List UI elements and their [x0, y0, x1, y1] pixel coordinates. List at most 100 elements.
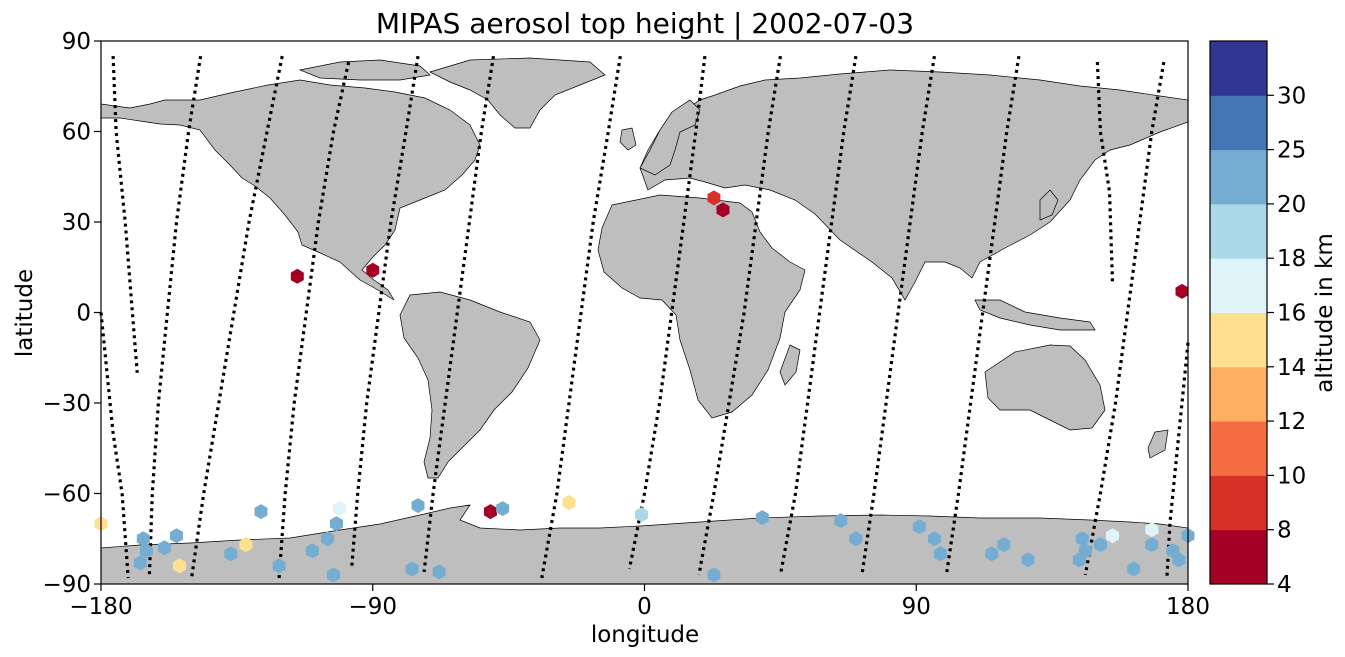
orbit-tracks — [99, 55, 1190, 579]
data-point — [157, 540, 171, 556]
orbit-track — [697, 55, 782, 576]
data-point — [1075, 531, 1089, 547]
colorbar-tick-label: 20 — [1277, 192, 1306, 218]
colorbar-label: altitude in km — [1312, 233, 1338, 393]
data-point — [333, 501, 346, 517]
x-tick-label: 0 — [637, 594, 652, 620]
data-point — [173, 558, 186, 574]
south-america — [399, 291, 541, 479]
data-point — [834, 513, 848, 529]
greenland — [429, 57, 606, 129]
data-point — [305, 543, 319, 559]
orbit-track — [350, 55, 420, 570]
x-tick-label: 180 — [1166, 594, 1210, 620]
colorbar-segment — [1210, 258, 1267, 313]
orbit-track — [99, 312, 130, 579]
colorbar-segment — [1210, 95, 1267, 151]
data-point — [327, 567, 340, 583]
data-point — [405, 561, 419, 577]
data-point — [136, 531, 150, 547]
colorbar: 4 8 10 12 14 16 18 20 25 30 — [1209, 40, 1306, 598]
colorbar-tick-label: 25 — [1277, 138, 1306, 164]
orbit-track — [860, 55, 936, 576]
y-tick-label: 30 — [62, 210, 91, 236]
orbit-track — [111, 56, 139, 373]
colorbar-segment — [1210, 529, 1267, 585]
chart-title: MIPAS aerosol top height | 2002-07-03 — [376, 7, 914, 40]
data-point — [484, 504, 497, 520]
data-point — [139, 543, 153, 559]
data-point — [290, 268, 304, 284]
y-tick-label: −30 — [42, 391, 91, 417]
x-tick-label: 90 — [902, 594, 931, 620]
x-axis: −180 −90 0 90 180 — [69, 584, 1210, 620]
colorbar-tick-label: 30 — [1277, 83, 1306, 109]
y-axis: 90 60 30 0 −30 −60 −90 — [42, 29, 101, 598]
data-point — [254, 504, 268, 520]
data-point — [1072, 552, 1086, 568]
arctic-islands — [298, 59, 431, 81]
colorbar-segment — [1210, 475, 1267, 531]
data-point — [411, 498, 425, 514]
colorbar-tick-label: 14 — [1277, 355, 1306, 381]
data-point — [635, 507, 648, 523]
colorbar-segment — [1210, 149, 1267, 205]
data-point — [1093, 537, 1107, 553]
data-point — [912, 519, 926, 535]
colorbar-tick-label: 8 — [1277, 518, 1292, 544]
y-tick-label: 90 — [62, 29, 91, 55]
y-tick-label: 60 — [62, 120, 91, 146]
data-point — [133, 555, 147, 571]
colorbar-segment — [1210, 366, 1267, 422]
data-point — [755, 510, 769, 526]
data-point — [985, 546, 999, 562]
orbit-track — [1095, 62, 1115, 283]
data-point — [849, 531, 863, 547]
colorbar-segment — [1210, 203, 1267, 259]
data-point — [707, 567, 721, 583]
y-tick-label: −90 — [42, 572, 91, 598]
map-axes — [94, 40, 1195, 585]
colorbar-segment — [1210, 41, 1267, 96]
europe-west — [639, 99, 701, 176]
data-point — [927, 531, 941, 547]
madagascar — [779, 344, 801, 386]
data-point — [1021, 552, 1035, 568]
data-point — [716, 202, 730, 218]
japan — [1039, 189, 1059, 221]
x-axis-label: longitude — [591, 622, 699, 648]
orbit-track — [778, 55, 858, 576]
colorbar-segment — [1210, 421, 1267, 476]
colorbar-segment — [1210, 312, 1267, 368]
data-point — [1145, 537, 1159, 553]
data-points — [94, 190, 1195, 583]
north-america — [100, 79, 481, 301]
y-axis-label: latitude — [12, 269, 38, 357]
y-tick-label: −60 — [42, 482, 91, 508]
data-point — [1175, 283, 1189, 299]
data-point — [1106, 528, 1119, 544]
orbit-track — [540, 55, 622, 579]
data-point — [1127, 561, 1141, 577]
colorbar-tick-label: 12 — [1277, 409, 1306, 435]
y-tick-label: 0 — [76, 301, 91, 327]
orbit-track — [1083, 61, 1166, 576]
data-point — [1145, 522, 1159, 538]
british-isles — [619, 127, 637, 151]
orbit-track — [944, 55, 1021, 576]
data-point — [432, 564, 446, 580]
eurasia — [639, 69, 1189, 301]
data-point — [562, 495, 576, 511]
data-point — [366, 262, 380, 278]
orbit-track — [1165, 342, 1190, 579]
orbit-track — [627, 55, 707, 570]
data-point — [170, 528, 183, 544]
orbit-track — [422, 55, 496, 573]
data-point — [321, 531, 334, 547]
x-tick-label: −90 — [348, 594, 397, 620]
colorbar-tick-label: 16 — [1277, 301, 1306, 327]
colorbar-tick-label: 4 — [1277, 572, 1292, 598]
data-point — [1172, 552, 1186, 568]
orbit-track — [190, 55, 284, 579]
data-point — [239, 537, 253, 553]
